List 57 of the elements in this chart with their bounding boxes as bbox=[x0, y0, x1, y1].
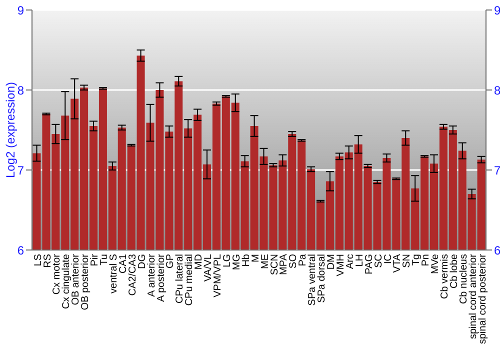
y-tick-label: 8 bbox=[17, 83, 24, 98]
x-tick-label: Cx motor bbox=[52, 253, 63, 295]
x-tick-label: VMH bbox=[335, 254, 346, 276]
x-tick-label: spinal cord posterior bbox=[477, 253, 488, 344]
y2-tick-label: 8 bbox=[494, 83, 500, 98]
x-tick-label: SPa dorsal bbox=[316, 254, 328, 303]
x-tick-label: PAG bbox=[364, 254, 375, 274]
x-tick-label: Cx cingulate bbox=[61, 254, 72, 310]
x-tick-label: MVe bbox=[430, 254, 442, 274]
y-tick-label: 9 bbox=[17, 3, 24, 18]
y2-tick-label: 6 bbox=[494, 243, 500, 258]
x-tick-label: ME bbox=[260, 254, 271, 269]
x-tick-label: DM bbox=[326, 254, 338, 270]
x-tick-label: ventral S bbox=[108, 254, 120, 294]
x-tick-label: SC bbox=[373, 254, 384, 268]
x-tick-label: VTA bbox=[392, 254, 404, 273]
x-tick-label: Hb bbox=[240, 254, 252, 267]
y2-tick-label: 9 bbox=[494, 3, 500, 18]
x-tick-label: IC bbox=[382, 254, 394, 264]
x-tick-label: RS bbox=[42, 254, 54, 268]
x-tick-label: A posterior bbox=[156, 253, 167, 302]
y-tick-label: 7 bbox=[17, 163, 24, 178]
x-tick-label: LS bbox=[32, 254, 44, 266]
x-tick-label: OB posterior bbox=[80, 253, 92, 310]
x-tick-label: Cb vermis bbox=[440, 254, 451, 300]
x-tick-label: LG bbox=[222, 254, 233, 268]
x-tick-label: VPM/VPL bbox=[212, 254, 224, 298]
y-tick-label: 6 bbox=[17, 243, 24, 258]
x-tick-label: MPA bbox=[278, 254, 290, 275]
y-axis-title: Log2 (expression) bbox=[3, 82, 18, 178]
x-tick-label: Tg bbox=[411, 254, 422, 266]
x-tick-label: A anterior bbox=[146, 253, 158, 297]
x-tick-label: Cb lobe bbox=[448, 254, 460, 288]
x-tick-label: MG bbox=[231, 254, 242, 270]
x-tick-label: OB anterior bbox=[70, 253, 82, 306]
x-tick-label: DG bbox=[136, 254, 148, 269]
x-tick-label: CPu lateral bbox=[174, 254, 186, 304]
x-tick-label: SN bbox=[402, 254, 413, 268]
x-tick-label: CA1 bbox=[118, 254, 129, 274]
x-tick-label: Cb nucleus bbox=[458, 254, 470, 304]
x-tick-label: LH bbox=[354, 254, 366, 267]
x-tick-label: spinal cord anterior bbox=[468, 253, 479, 340]
x-tick-label: Tu bbox=[99, 254, 110, 266]
x-tick-label: Pn bbox=[420, 254, 432, 266]
x-tick-label: GP bbox=[165, 254, 176, 268]
x-tick-label: SPa ventral bbox=[307, 254, 318, 306]
x-tick-label: Pa bbox=[298, 254, 309, 266]
x-tick-label: Arc bbox=[344, 254, 356, 269]
y2-tick-label: 7 bbox=[494, 163, 500, 178]
x-tick-label: MD bbox=[194, 254, 205, 270]
x-tick-label: CPu medial bbox=[184, 254, 196, 306]
x-tick-label: M bbox=[250, 254, 262, 262]
x-tick-label: SO bbox=[288, 254, 300, 268]
x-tick-label: CA2/CA3 bbox=[127, 254, 138, 296]
x-tick-label: VA/VL bbox=[203, 254, 214, 282]
x-tick-label: SCN bbox=[269, 254, 280, 276]
x-tick-label: Pir bbox=[90, 253, 101, 266]
